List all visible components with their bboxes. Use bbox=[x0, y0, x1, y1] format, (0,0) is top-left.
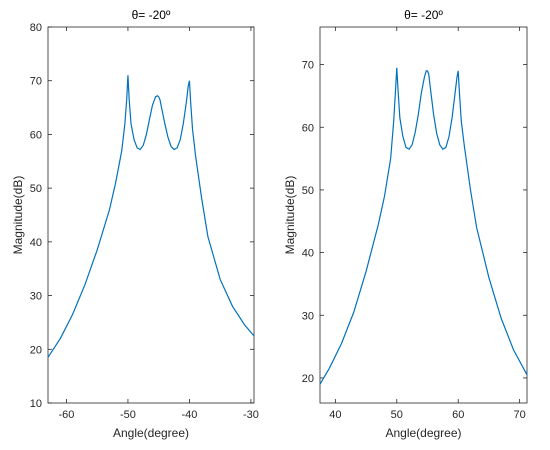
y-tick-label: 40 bbox=[30, 237, 42, 249]
left-subplot: -60 -50 -40 -30 10 20 30 40 50 60 70 80 θ= -20º Ang… bbox=[11, 8, 259, 440]
x-tick-label: -40 bbox=[181, 409, 197, 421]
x-tick-label: 60 bbox=[452, 409, 464, 421]
x-tick-label: 40 bbox=[329, 409, 341, 421]
x-tick-label: 70 bbox=[514, 409, 526, 421]
y-tick-label: 30 bbox=[30, 291, 42, 303]
left-axis-ticks: -60 -50 -40 -30 10 20 30 40 50 60 70 80 bbox=[30, 22, 259, 421]
right-chart-title: θ= -20º bbox=[404, 8, 443, 22]
y-tick-label: 60 bbox=[30, 129, 42, 141]
left-plot-frame bbox=[47, 26, 255, 404]
y-tick-label: 40 bbox=[302, 248, 314, 260]
y-tick-label: 10 bbox=[30, 398, 42, 410]
y-tick-label: 70 bbox=[30, 76, 42, 88]
left-x-axis-label: Angle(degree) bbox=[113, 426, 189, 440]
y-tick-label: 80 bbox=[30, 22, 42, 34]
y-tick-label: 50 bbox=[30, 183, 42, 195]
right-axis-ticks: 40 50 60 70 20 30 40 50 60 70 bbox=[302, 27, 527, 421]
x-tick-label: 50 bbox=[391, 409, 403, 421]
y-tick-label: 70 bbox=[302, 60, 314, 72]
x-tick-label: -60 bbox=[58, 409, 74, 421]
right-subplot: 40 50 60 70 20 30 40 50 60 70 θ= -20º Angle(degre… bbox=[283, 8, 528, 440]
y-tick-label: 60 bbox=[302, 122, 314, 134]
left-series-line bbox=[47, 75, 255, 358]
y-tick-label: 20 bbox=[302, 373, 314, 385]
y-tick-label: 50 bbox=[302, 185, 314, 197]
x-tick-label: -30 bbox=[243, 409, 259, 421]
y-tick-label: 20 bbox=[30, 344, 42, 356]
x-tick-label: -50 bbox=[120, 409, 136, 421]
right-plot-frame bbox=[319, 26, 528, 404]
y-tick-label: 30 bbox=[302, 310, 314, 322]
right-x-axis-label: Angle(degree) bbox=[385, 426, 461, 440]
left-y-axis-label: Magnitude(dB) bbox=[11, 176, 25, 255]
right-y-axis-label: Magnitude(dB) bbox=[283, 176, 297, 255]
left-chart-title: θ= -20º bbox=[132, 8, 171, 22]
right-series-line bbox=[319, 67, 528, 385]
